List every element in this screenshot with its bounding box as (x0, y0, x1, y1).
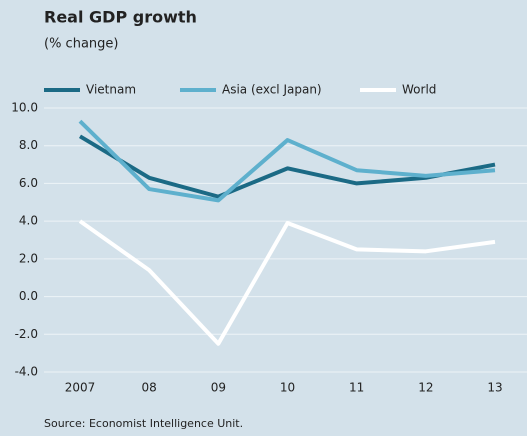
x-tick-label: 12 (418, 381, 433, 395)
y-tick-label: 6.0 (19, 176, 38, 190)
x-tick-label: 09 (211, 381, 226, 395)
y-tick-label: 0.0 (19, 289, 38, 303)
chart-subtitle: (% change) (44, 37, 118, 52)
legend-label: Vietnam (86, 83, 136, 97)
x-tick-label: 08 (142, 381, 157, 395)
y-tick-label: 2.0 (19, 251, 38, 265)
y-tick-label: 4.0 (19, 214, 38, 228)
y-tick-label: -4.0 (15, 365, 38, 379)
x-tick-label: 11 (349, 381, 364, 395)
series-line (78, 119, 496, 203)
series-line (78, 219, 496, 346)
legend-label: World (402, 83, 436, 97)
y-tick-label: 10.0 (11, 101, 38, 115)
chart-title: Real GDP growth (44, 8, 197, 27)
y-tick-label: 8.0 (19, 138, 38, 152)
x-tick-label: 2007 (65, 381, 96, 395)
legend-label: Asia (excl Japan) (222, 83, 322, 97)
source: Source: Economist Intelligence Unit. (44, 417, 243, 430)
x-tick-label: 10 (280, 381, 295, 395)
x-tick-label: 13 (487, 381, 502, 395)
y-tick-label: -2.0 (15, 327, 38, 341)
